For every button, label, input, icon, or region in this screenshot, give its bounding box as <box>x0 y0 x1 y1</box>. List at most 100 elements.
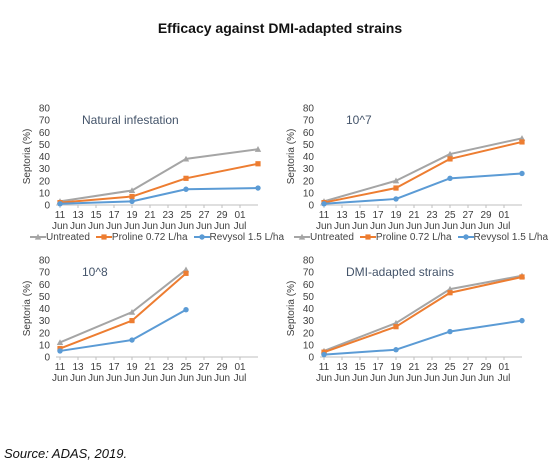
x-tick-label: 13 <box>336 210 348 221</box>
data-point-untreated <box>128 308 136 315</box>
x-tick-label: Jun <box>52 373 68 384</box>
x-tick-label: Jun <box>334 221 350 232</box>
legend-swatch <box>193 234 210 241</box>
legend-swatch-marker <box>34 234 42 240</box>
x-tick-label: Jun <box>196 221 212 232</box>
y-tick-label: 30 <box>39 316 51 327</box>
x-tick-label: Jun <box>178 373 194 384</box>
y-tick-label: 80 <box>303 256 315 267</box>
x-tick-label: 19 <box>390 210 402 221</box>
data-point-revysol-1-5-l-ha <box>129 198 135 205</box>
data-point-revysol-1-5-l-ha <box>57 348 63 354</box>
legend-swatch <box>359 234 376 240</box>
y-axis-label: Septoria (%) <box>22 129 33 185</box>
y-tick-label: 30 <box>39 164 51 175</box>
y-tick-label: 10 <box>39 188 51 199</box>
y-tick-label: 40 <box>39 304 51 315</box>
x-tick-label: Jun <box>142 221 158 232</box>
x-tick-label: 01 <box>234 362 246 373</box>
data-point-revysol-1-5-l-ha <box>321 201 327 207</box>
x-tick-label: Jun <box>160 221 176 232</box>
x-tick-label: Jun <box>70 373 86 384</box>
y-tick-label: 20 <box>39 328 51 339</box>
chart-10e7: Septoria (%) 0 10 20 30 40 50 60 70 80 11 Jun 13 Jun 1… <box>284 100 529 232</box>
x-tick-label: 13 <box>72 362 84 373</box>
y-tick-label: 30 <box>303 316 315 327</box>
x-tick-label: Jun <box>88 373 104 384</box>
y-tick-label: 50 <box>303 292 315 303</box>
x-tick-label: 29 <box>480 210 492 221</box>
y-tick-label: 80 <box>39 256 51 267</box>
x-tick-label: Jun <box>106 221 122 232</box>
x-tick-label: 11 <box>55 210 66 221</box>
data-point-proline-0-72-l-ha <box>447 290 453 296</box>
chart-legend: Untreated Proline 0.72 L/ha Revysol 1.5 L/… <box>30 232 290 243</box>
x-tick-label: 27 <box>198 210 210 221</box>
x-tick-label: Jun <box>316 221 332 232</box>
x-tick-label: 15 <box>354 210 366 221</box>
data-point-untreated <box>182 155 190 162</box>
y-axis-label: Septoria (%) <box>286 281 297 337</box>
data-point-proline-0-72-l-ha <box>393 324 399 330</box>
chart-svg: Septoria (%)0102030405060708011Jun13Jun1… <box>22 256 258 384</box>
page-title: Efficacy against DMI-adapted strains <box>157 20 403 36</box>
x-tick-label: Jun <box>214 221 230 232</box>
y-tick-label: 70 <box>303 116 315 127</box>
legend-swatch <box>95 234 112 240</box>
y-tick-label: 60 <box>303 128 315 139</box>
data-point-proline-0-72-l-ha <box>129 318 135 324</box>
x-tick-label: 29 <box>216 362 228 373</box>
x-tick-label: Jun <box>316 373 332 384</box>
y-tick-label: 20 <box>303 176 315 187</box>
series-line-untreated <box>323 137 523 203</box>
x-tick-label: Jun <box>460 221 476 232</box>
x-tick-label: 15 <box>90 210 102 221</box>
x-tick-label: 17 <box>372 362 384 373</box>
data-point-untreated <box>392 177 400 184</box>
series-line-revysol-1-5-l-ha <box>323 319 523 356</box>
x-tick-label: 19 <box>390 362 402 373</box>
x-tick-label: 27 <box>462 210 474 221</box>
x-tick-label: Jun <box>442 221 458 232</box>
x-tick-label: 21 <box>408 210 420 221</box>
series-line-proline-0-72-l-ha <box>323 140 523 204</box>
data-point-untreated <box>446 150 454 157</box>
series-line-untreated <box>323 274 523 352</box>
chart-annotation: Natural infestation <box>82 113 179 127</box>
x-tick-label: Jun <box>70 221 86 232</box>
y-tick-label: 50 <box>39 140 51 151</box>
data-point-untreated <box>254 146 262 152</box>
y-tick-label: 40 <box>39 152 51 163</box>
x-tick-label: Jun <box>196 373 212 384</box>
x-tick-label: 19 <box>126 362 138 373</box>
legend-swatch-marker <box>365 234 371 240</box>
x-tick-label: 17 <box>372 210 384 221</box>
x-tick-label: 01 <box>234 210 246 221</box>
data-point-revysol-1-5-l-ha <box>129 337 135 343</box>
y-tick-label: 40 <box>303 304 315 315</box>
x-tick-label: Jun <box>370 221 386 232</box>
data-point-proline-0-72-l-ha <box>183 270 189 276</box>
legend-label: Revysol 1.5 L/ha <box>473 232 549 243</box>
x-tick-label: Jul <box>234 221 247 232</box>
y-tick-label: 0 <box>44 353 50 364</box>
x-tick-label: 23 <box>426 362 438 373</box>
legend-item-proline-0-72-l-ha: Proline 0.72 L/ha <box>359 232 452 243</box>
legend-item-revysol-1-5-l-ha: Revysol 1.5 L/ha <box>457 232 549 243</box>
legend-swatch <box>457 234 474 241</box>
data-point-revysol-1-5-l-ha <box>393 196 399 202</box>
x-tick-label: 29 <box>216 210 228 221</box>
data-point-revysol-1-5-l-ha <box>519 170 525 177</box>
data-point-revysol-1-5-l-ha <box>183 186 189 192</box>
x-tick-label: Jun <box>478 221 494 232</box>
chart-annotation: 10^8 <box>82 265 108 279</box>
data-point-revysol-1-5-l-ha <box>255 185 261 191</box>
x-tick-label: 25 <box>444 362 456 373</box>
legend-label: Revysol 1.5 L/ha <box>209 232 285 243</box>
data-point-proline-0-72-l-ha <box>129 193 135 200</box>
x-tick-label: 19 <box>126 210 138 221</box>
x-tick-label: Jun <box>88 221 104 232</box>
x-tick-label: Jun <box>442 373 458 384</box>
data-point-revysol-1-5-l-ha <box>321 351 327 358</box>
x-tick-label: 21 <box>144 210 156 221</box>
